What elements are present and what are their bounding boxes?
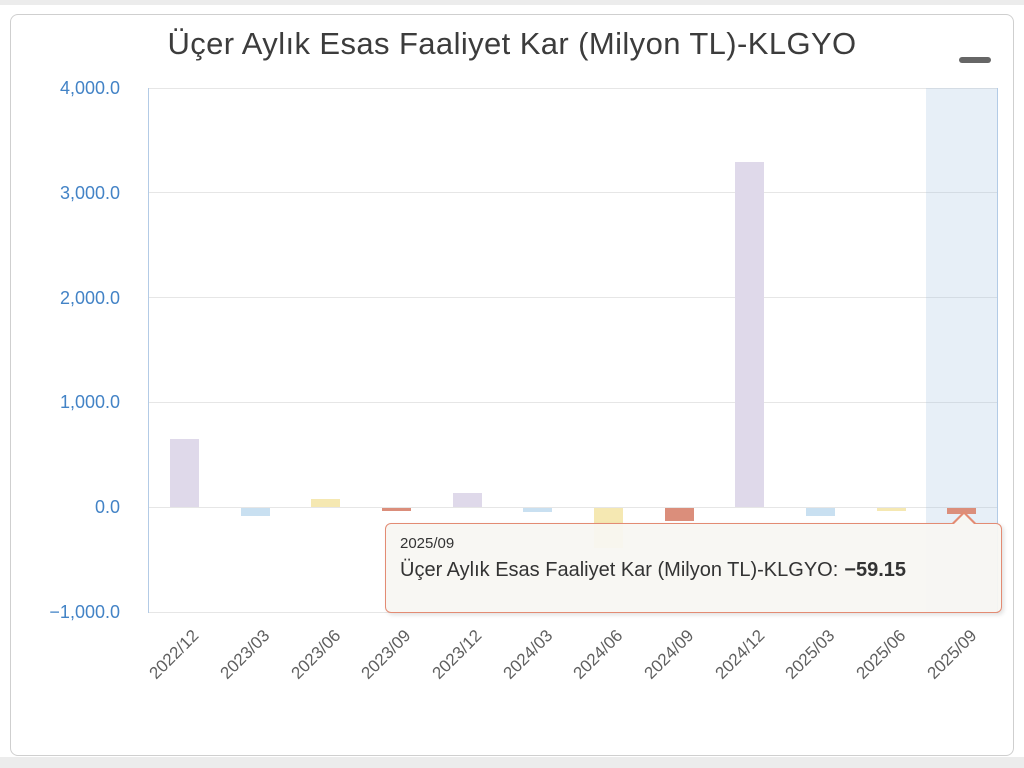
chart-card [10, 14, 1014, 756]
hamburger-menu-icon [958, 42, 992, 82]
tooltip-header: 2025/09 [400, 535, 455, 552]
gridline [149, 192, 997, 194]
bar-2024/09[interactable] [664, 508, 694, 521]
bar-2023/12[interactable] [452, 492, 482, 508]
page-bottom-strip [0, 757, 1024, 768]
chart-title: Üçer Aylık Esas Faaliyet Kar (Milyon TL)… [167, 26, 857, 61]
gridline [149, 506, 997, 508]
bar-2023/06[interactable] [311, 499, 341, 508]
bar-2025/06[interactable] [876, 508, 906, 512]
bar-2022/12[interactable] [169, 438, 199, 508]
gridline [149, 401, 997, 403]
tooltip-series-label: Üçer Aylık Esas Faaliyet Kar (Milyon TL)… [400, 559, 839, 581]
tooltip-value: −59.15 [844, 559, 907, 581]
bar-2023/03[interactable] [240, 508, 270, 516]
y-axis-label: 3,000.0 [59, 182, 120, 203]
export-menu-button[interactable] [958, 42, 992, 70]
y-axis-label: 1,000.0 [59, 392, 120, 413]
y-axis-label: −1,000.0 [49, 602, 120, 622]
tooltip-arrow-fill [954, 514, 974, 524]
gridline [149, 87, 997, 89]
y-axis-label: 2,000.0 [59, 287, 120, 308]
bar-2025/03[interactable] [805, 508, 835, 517]
bar-2024/12[interactable] [735, 162, 765, 508]
y-axis-label: 4,000.0 [59, 78, 120, 98]
bar-2023/09[interactable] [381, 508, 411, 512]
bar-2024/03[interactable] [523, 508, 553, 513]
chart-tooltip: 2025/09 Üçer Aylık Esas Faaliyet Kar (Mi… [385, 510, 1002, 613]
tooltip-line: Üçer Aylık Esas Faaliyet Kar (Milyon TL)… [400, 559, 985, 582]
y-axis-label: 0.0 [94, 497, 120, 518]
page-top-strip [0, 0, 1024, 5]
gridline [149, 297, 997, 299]
